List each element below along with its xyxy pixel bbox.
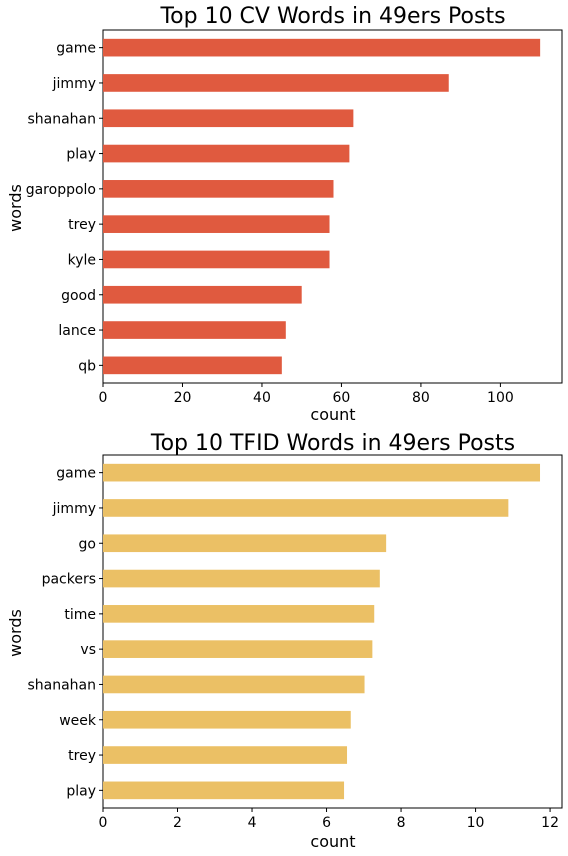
y-tick-label: time: [64, 607, 96, 623]
bar-lance: [103, 321, 286, 339]
x-tick-label: 6: [322, 815, 331, 831]
y-tick-label: trey: [68, 748, 96, 764]
x-axis-label: count: [310, 832, 355, 851]
y-axis-label: words: [6, 184, 25, 232]
x-tick-label: 2: [173, 815, 182, 831]
y-tick-label: qb: [78, 358, 96, 374]
y-tick-label: shanahan: [27, 111, 96, 127]
bar-trey: [103, 746, 348, 764]
y-tick-label: lance: [58, 323, 96, 339]
bar-game: [103, 38, 541, 57]
bar-week: [103, 710, 351, 729]
bar-packers: [103, 569, 380, 588]
cv-words-chart: Top 10 CV Words in 49ers Posts count wor…: [6, 4, 563, 424]
chart-title: Top 10 CV Words in 49ers Posts: [159, 4, 505, 29]
bar-go: [103, 534, 387, 553]
y-tick-label: jimmy: [52, 76, 96, 92]
y-tick-label: jimmy: [52, 501, 96, 517]
x-tick-label: 4: [248, 815, 257, 831]
bar-shanahan: [103, 109, 354, 128]
x-tick-group: 0 20 40 60 80 100: [99, 383, 514, 406]
y-tick-label: play: [66, 147, 96, 163]
y-tick-group: qb lance good kyle trey garoppolo play shanahan…: [26, 41, 103, 374]
bar-garoppolo: [103, 180, 334, 198]
y-tick-label: kyle: [68, 252, 96, 268]
y-tick-group: play trey week shanahan vs time packers go jimmy…: [27, 466, 103, 799]
y-tick-label: vs: [80, 642, 96, 658]
x-tick-label: 12: [541, 815, 559, 831]
bar-qb: [103, 356, 282, 375]
y-tick-label: trey: [68, 217, 96, 233]
bar-play: [103, 781, 345, 800]
chart-title: Top 10 TFID Words in 49ers Posts: [150, 431, 515, 456]
x-tick-label: 20: [174, 390, 192, 406]
bar-play: [103, 144, 350, 163]
plot-frame: [102, 29, 563, 384]
y-tick-label: play: [66, 783, 96, 799]
x-tick-label: 40: [253, 390, 271, 406]
x-tick-label: 80: [412, 390, 430, 406]
y-tick-label: game: [56, 466, 96, 482]
bar-game: [103, 463, 541, 482]
bar-good: [103, 285, 302, 304]
x-tick-label: 0: [99, 390, 108, 406]
y-tick-label: go: [79, 536, 96, 552]
x-axis-label: count: [310, 405, 355, 424]
plot-frame: [102, 454, 563, 809]
bar-group: [103, 38, 541, 375]
bar-trey: [103, 215, 330, 233]
bar-vs: [103, 640, 373, 658]
y-tick-label: shanahan: [27, 677, 96, 693]
bar-jimmy: [103, 499, 509, 517]
x-tick-label: 10: [467, 815, 485, 831]
y-tick-label: garoppolo: [26, 182, 96, 198]
y-axis-label: words: [6, 609, 25, 657]
tfid-words-chart: Top 10 TFID Words in 49ers Posts count w…: [6, 431, 563, 851]
bar-time: [103, 605, 375, 623]
bar-jimmy: [103, 74, 449, 92]
y-tick-label: week: [59, 713, 97, 729]
bar-kyle: [103, 250, 330, 269]
y-tick-label: game: [56, 41, 96, 57]
x-tick-label: 0: [99, 815, 108, 831]
y-tick-label: good: [61, 288, 96, 304]
x-tick-label: 60: [333, 390, 351, 406]
y-tick-label: packers: [42, 572, 96, 588]
x-tick-group: 0 2 4 6 8 10 12: [99, 808, 559, 831]
x-tick-label: 100: [487, 390, 514, 406]
x-tick-label: 8: [397, 815, 406, 831]
bar-shanahan: [103, 675, 365, 694]
bar-group: [103, 463, 541, 800]
